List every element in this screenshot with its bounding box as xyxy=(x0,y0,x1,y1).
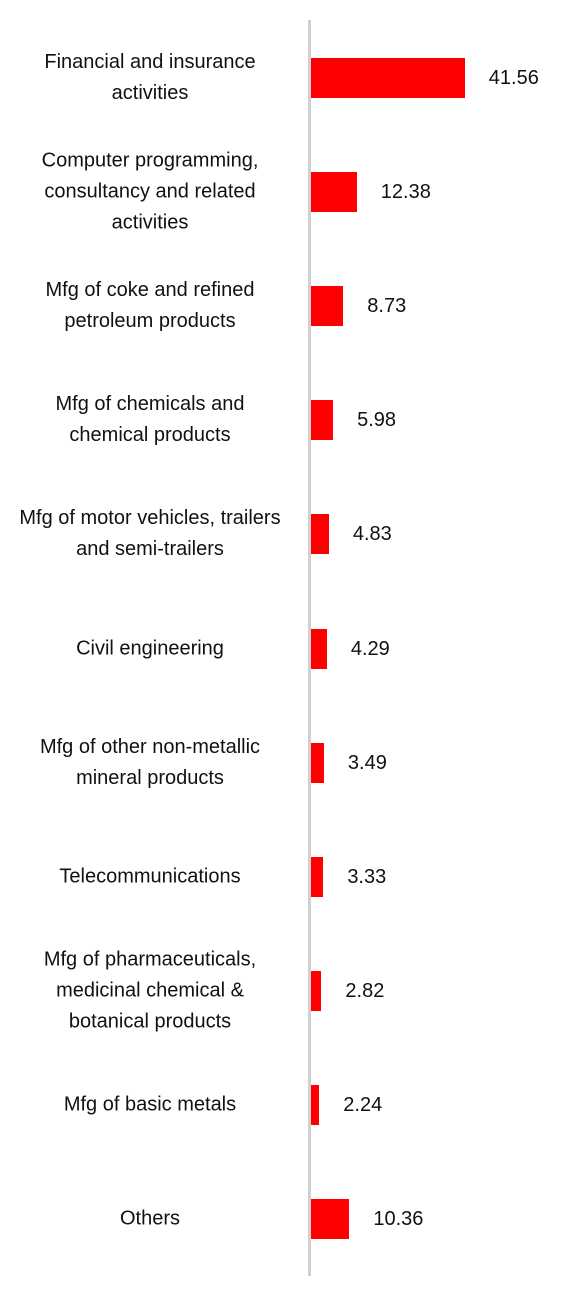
value-label: 12.38 xyxy=(380,181,431,204)
category-label: Mfg of other non-metallic mineral produc… xyxy=(39,735,261,789)
category-label: Telecommunications xyxy=(59,865,241,888)
category-label: Mfg of basic metals xyxy=(63,1093,237,1116)
category-label: Computer programming, consultancy and re… xyxy=(41,149,259,234)
value-label: 8.73 xyxy=(367,295,407,318)
value-label: 3.49 xyxy=(347,751,387,774)
value-label: 5.98 xyxy=(357,409,397,432)
bar xyxy=(311,1199,350,1239)
category-label: Civil engineering xyxy=(76,637,224,659)
bar xyxy=(311,628,327,669)
category-label: Mfg of motor vehicles, trailers and semi… xyxy=(19,507,281,561)
value-label: 2.24 xyxy=(343,1093,383,1116)
value-label: 2.82 xyxy=(345,979,385,1002)
bar xyxy=(311,742,324,783)
value-label: 10.36 xyxy=(373,1208,424,1230)
bar xyxy=(311,856,324,897)
bar xyxy=(311,970,322,1011)
category-label: Financial and insurance activities xyxy=(44,51,256,104)
value-label: 4.83 xyxy=(352,523,392,546)
category-label: Mfg of pharmaceuticals, medicinal chemic… xyxy=(43,948,257,1033)
bar xyxy=(311,514,329,555)
bar xyxy=(311,286,344,327)
category-label: Mfg of coke and refined petroleum produc… xyxy=(45,279,255,333)
category-label: Others xyxy=(119,1207,181,1230)
bar xyxy=(311,1084,320,1125)
bar xyxy=(311,400,334,441)
value-label: 41.56 xyxy=(488,67,539,89)
bar xyxy=(311,58,465,98)
bar xyxy=(311,172,357,213)
value-label: 3.33 xyxy=(347,865,387,888)
axis-line xyxy=(308,20,311,1276)
value-label: 4.29 xyxy=(350,637,390,660)
category-label: Mfg of chemicals and chemical products xyxy=(55,393,245,447)
